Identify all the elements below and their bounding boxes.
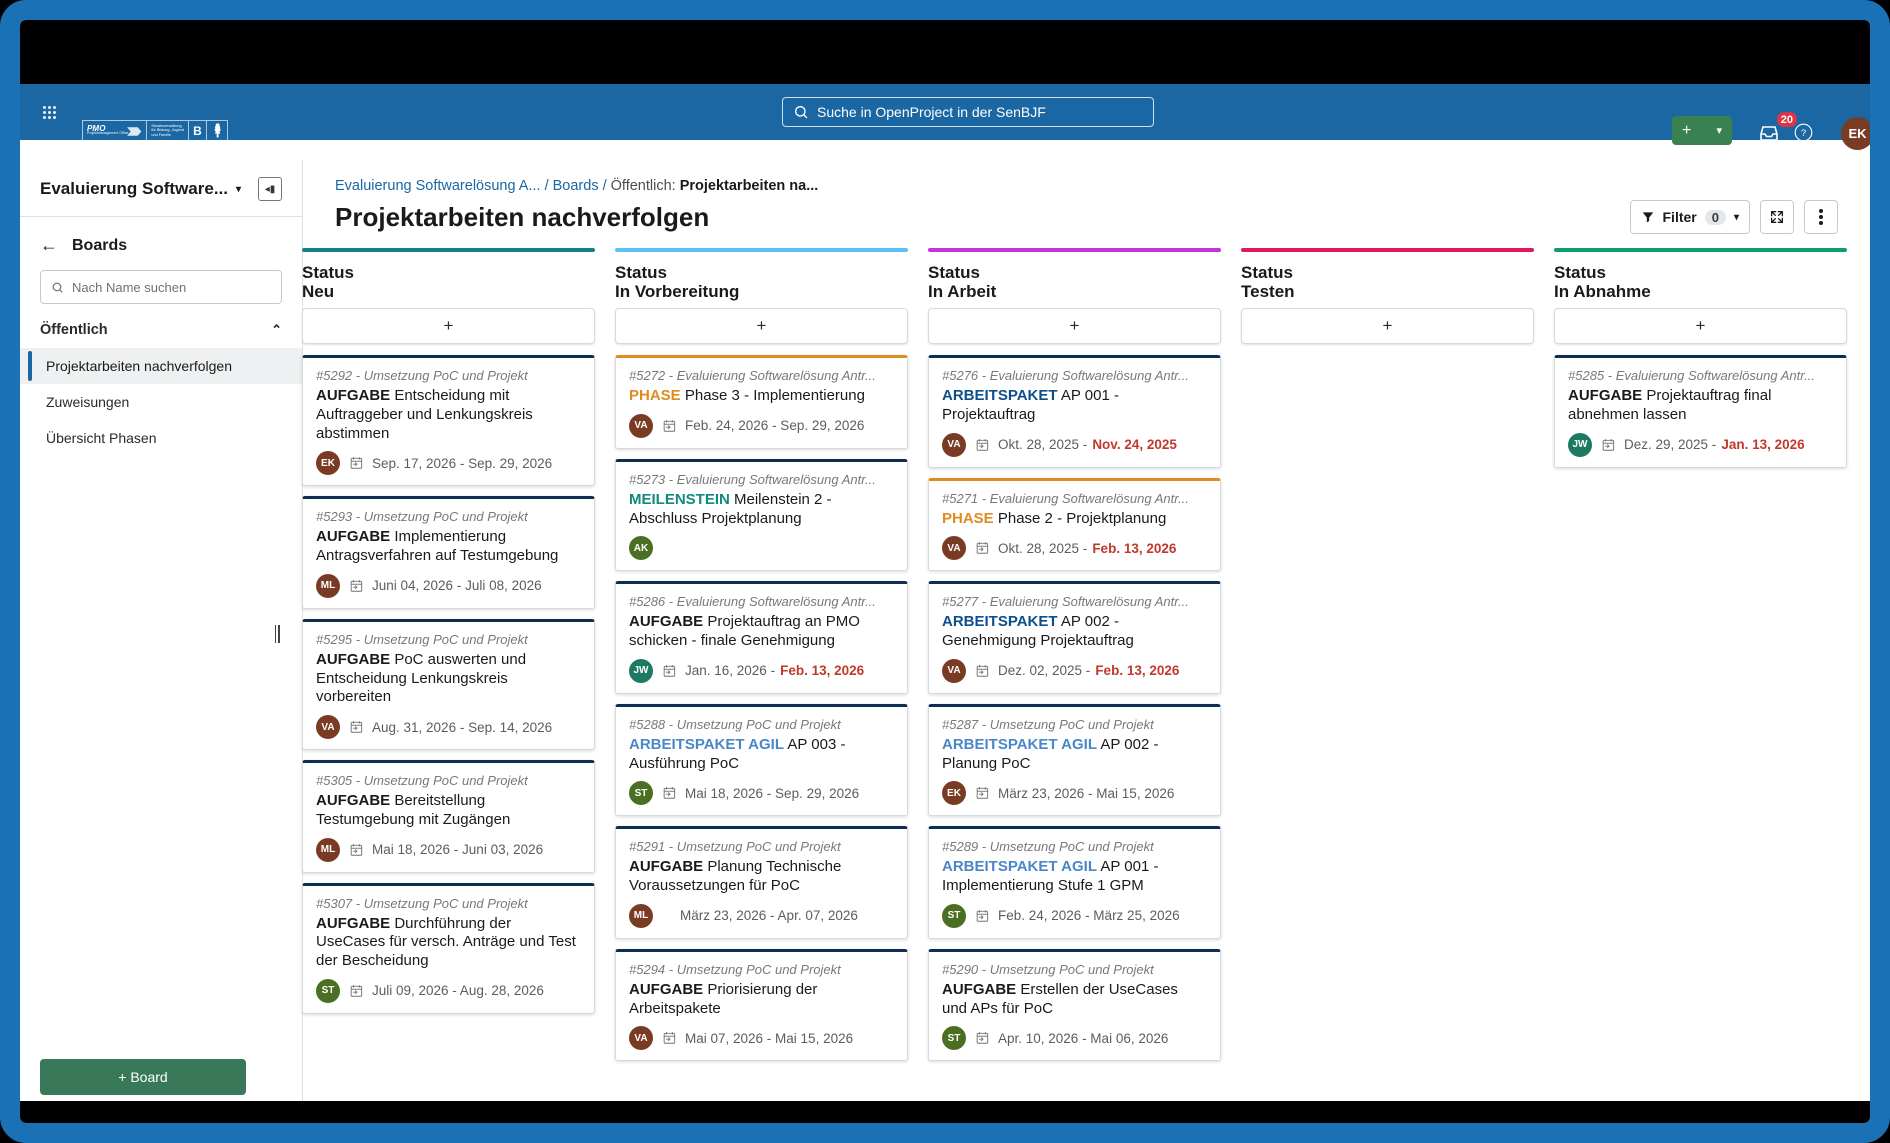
svg-text:?: ? [1801, 128, 1806, 139]
